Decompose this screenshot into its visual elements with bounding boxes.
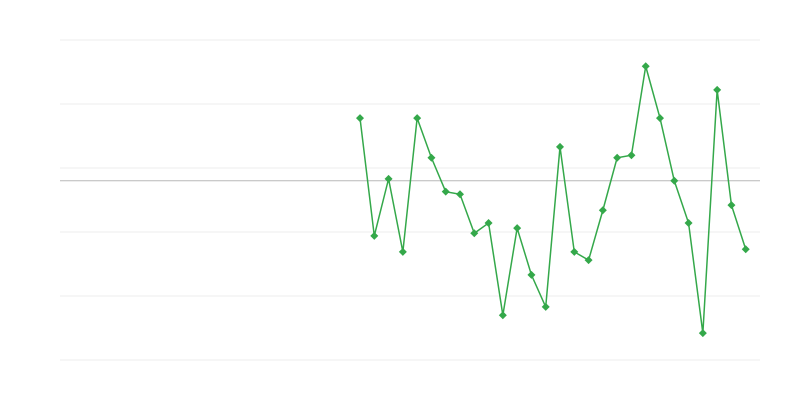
data-point [641,62,650,71]
data-point [498,311,507,320]
data-point [456,190,464,199]
data-point [541,302,550,311]
data-point [370,231,379,240]
data-point [598,206,607,215]
data-point [484,219,493,228]
data-point [684,219,693,228]
data-point [727,201,736,210]
data-point [556,142,564,151]
data-point [670,176,679,185]
data-point [656,114,664,123]
data-point [713,85,722,94]
data-point [584,256,593,265]
data-point [627,151,636,160]
data-point [356,114,364,123]
data-point [698,329,707,338]
data-point [527,270,536,279]
data-line [359,66,747,334]
data-point [741,245,750,254]
data-point [470,229,479,238]
data-point [413,114,422,123]
data-point [441,187,450,196]
data-point [384,174,393,183]
data-point [398,247,407,256]
data-point [513,224,522,233]
data-point [613,153,622,162]
data-point [570,247,579,256]
data-point [427,153,436,162]
